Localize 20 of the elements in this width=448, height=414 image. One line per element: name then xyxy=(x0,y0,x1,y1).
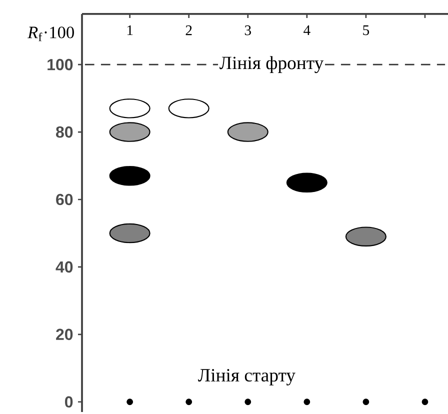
y-axis-title: R$_{f}$·100 xyxy=(27,26,74,42)
y-tick-label: 60 xyxy=(56,194,73,206)
y-tick-label: 100 xyxy=(48,58,73,70)
x-tick-label: 3 xyxy=(244,25,251,36)
y-tick-label: 40 xyxy=(56,261,73,273)
ref-line-label: Лінія фронту xyxy=(220,56,324,74)
point xyxy=(304,398,310,406)
x-tick-label: 1 xyxy=(127,25,133,36)
x-tick-label: 5 xyxy=(363,25,370,36)
point xyxy=(362,398,370,406)
x-tick-label: 2 xyxy=(186,25,192,36)
point xyxy=(244,398,252,406)
point xyxy=(422,398,428,406)
x-tick-label: 4 xyxy=(304,25,310,36)
annotation: Лінія старту xyxy=(198,369,296,386)
y-tick-label: 80 xyxy=(56,126,73,138)
y-tick-label: 20 xyxy=(56,328,73,340)
point xyxy=(186,398,192,406)
point xyxy=(126,398,134,406)
y-tick-label: 0 xyxy=(65,396,73,408)
